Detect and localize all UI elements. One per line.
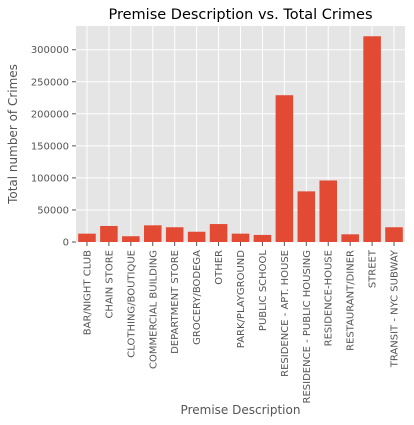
x-tick-label: STREET <box>368 249 379 288</box>
x-tick-label: COMMERCIAL BUILDING <box>148 250 159 369</box>
y-axis-title: Total number of Crimes <box>6 64 20 205</box>
x-tick-label: DEPARTMENT STORE <box>170 250 181 354</box>
x-tick-label: RESIDENCE - PUBLIC HOUSING <box>302 250 313 403</box>
y-tick-label: 0 <box>63 238 69 249</box>
x-axis-title: Premise Description <box>181 403 301 417</box>
x-tick-label: RESIDENCE - APT. HOUSE <box>280 250 291 377</box>
x-tick-label: PARK/PLAYGROUND <box>236 250 247 348</box>
y-tick-label: 150000 <box>31 141 69 152</box>
x-tick-label: BAR/NIGHT CLUB <box>82 250 93 335</box>
y-axis-ticks: 0 50000 100000 150000 200000 250000 300000 <box>31 45 76 249</box>
y-tick-label: 250000 <box>31 77 69 88</box>
bar <box>341 234 359 242</box>
bars <box>78 36 403 243</box>
bar <box>122 236 140 242</box>
bar <box>100 225 118 242</box>
bar <box>165 227 184 242</box>
chart-title: Premise Description vs. Total Crimes <box>108 7 372 23</box>
bar <box>253 234 272 242</box>
x-tick-label: CHAIN STORE <box>104 250 115 319</box>
bar <box>209 224 228 242</box>
bar <box>363 36 381 243</box>
bar <box>143 225 162 242</box>
x-tick-label: OTHER <box>214 250 225 285</box>
x-tick-label: TRANSIT - NYC SUBWAY <box>390 249 401 368</box>
y-tick-label: 100000 <box>31 173 69 184</box>
y-tick-label: 300000 <box>31 45 69 56</box>
x-tick-label: CLOTHING/BOUTIQUE <box>126 250 137 358</box>
bar <box>275 95 294 242</box>
bar <box>187 231 206 242</box>
bar <box>78 233 96 242</box>
bar <box>297 191 316 242</box>
x-tick-label: RESTAURANT/DINER <box>346 250 357 351</box>
bar <box>385 227 403 242</box>
bar <box>231 233 250 242</box>
x-axis-ticks: BAR/NIGHT CLUB CHAIN STORE CLOTHING/BOUTIQ… <box>82 242 401 403</box>
x-tick-label: PUBLIC SCHOOL <box>258 250 269 331</box>
y-tick-label: 200000 <box>31 109 69 120</box>
bar <box>319 180 338 242</box>
x-tick-label: RESIDENCE-HOUSE <box>324 250 335 346</box>
x-tick-label: GROCERY/BODEGA <box>192 250 203 345</box>
y-tick-label: 50000 <box>37 205 69 216</box>
